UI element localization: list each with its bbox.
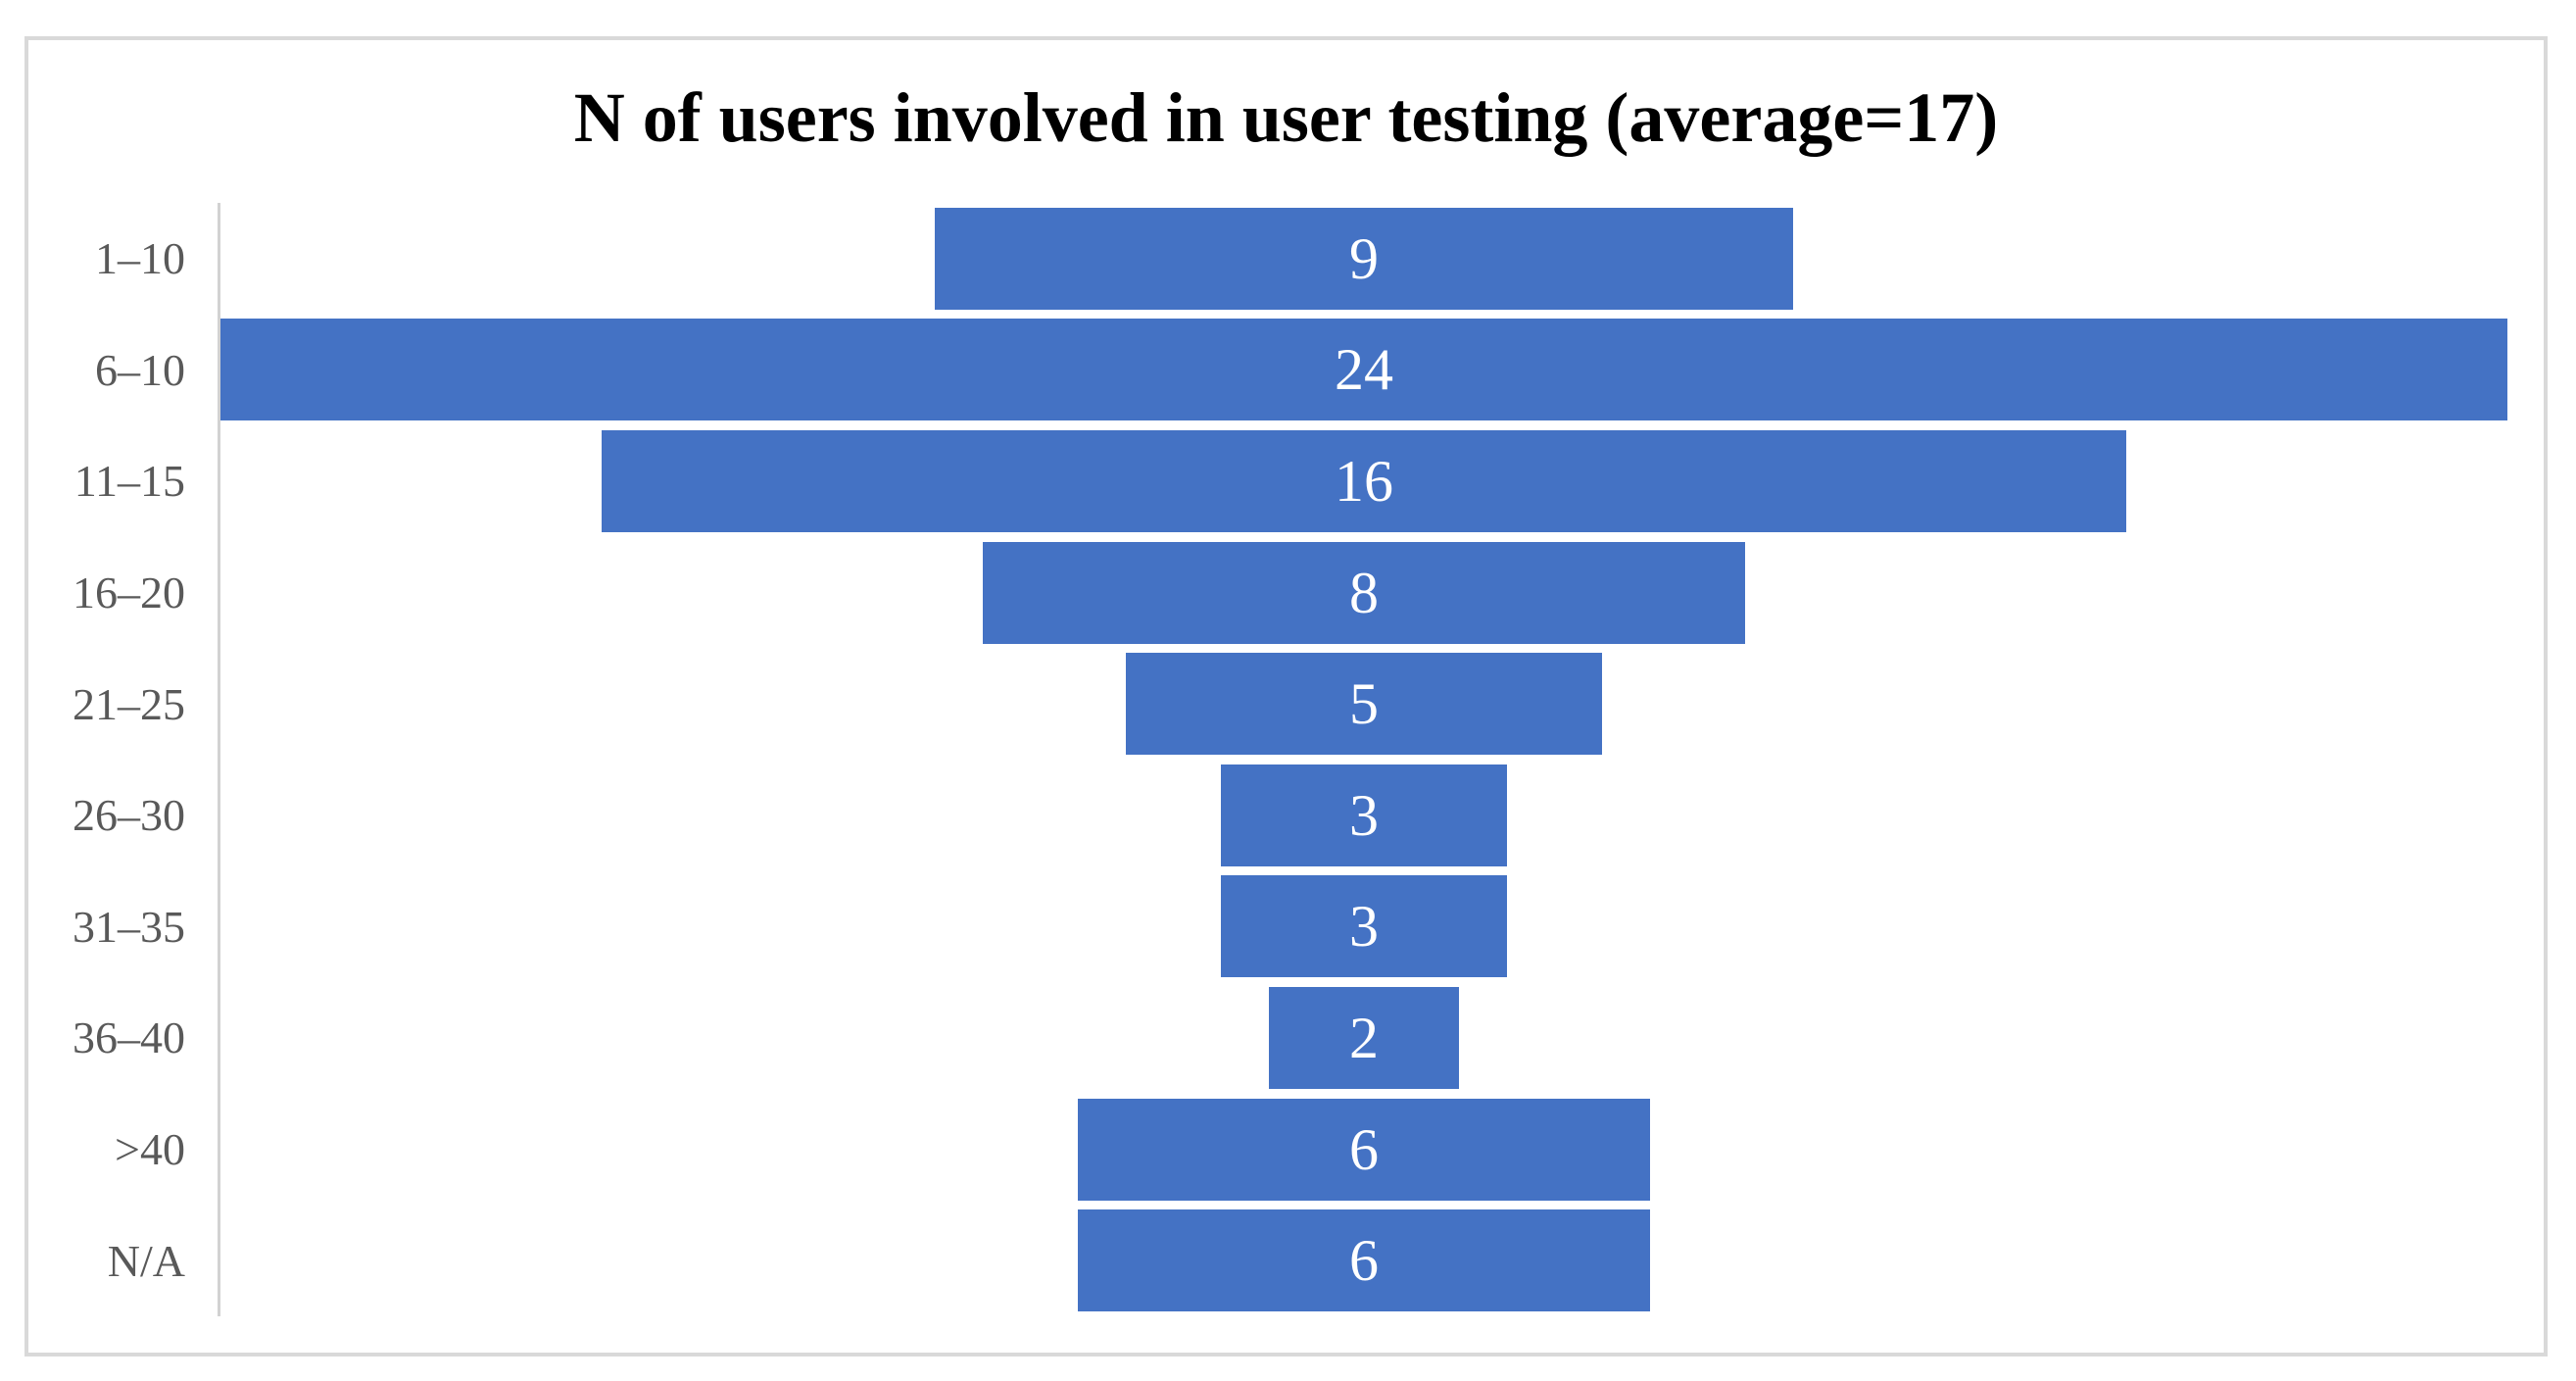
bar-row: 5: [220, 648, 2507, 760]
bar-row: 3: [220, 871, 2507, 983]
bar-value-label: 3: [1349, 894, 1379, 960]
bar: 16: [602, 429, 2126, 532]
bar: 3: [1221, 875, 1507, 978]
bar-row: 2: [220, 982, 2507, 1094]
bar: 2: [1268, 986, 1460, 1089]
bar-value-label: 3: [1349, 782, 1379, 848]
bar-row: 9: [220, 203, 2507, 315]
bar-value-label: 5: [1348, 671, 1379, 737]
category-label: 1–10: [95, 233, 185, 284]
bar: 8: [983, 541, 1745, 644]
chart-title: N of users involved in user testing (ave…: [573, 78, 1999, 157]
bar: 24: [220, 319, 2507, 421]
bar: 6: [1078, 1209, 1650, 1312]
category-label: 11–15: [73, 456, 185, 507]
bar-row: 24: [220, 315, 2507, 426]
plot-area: 9 24 16 8 5 3 3 2: [218, 203, 2507, 1316]
bar-value-label: 8: [1348, 560, 1379, 625]
category-label: 16–20: [73, 567, 185, 618]
category-label: 36–40: [73, 1012, 185, 1063]
bar-value-label: 9: [1349, 225, 1379, 291]
category-axis-labels: 1–10 6–10 11–15 16–20 21–25 26–30 31–35 …: [28, 203, 185, 1316]
bar: 9: [935, 207, 1793, 310]
chart-frame: N of users involved in user testing (ave…: [24, 36, 2548, 1356]
bar-value-label: 6: [1349, 1116, 1379, 1182]
category-label: 21–25: [73, 678, 185, 729]
category-label: 31–35: [73, 901, 185, 952]
bars-container: 9 24 16 8 5 3 3 2: [220, 203, 2507, 1316]
bar-row: 3: [220, 760, 2507, 871]
bar-value-label: 16: [1335, 448, 1393, 514]
bar-value-label: 24: [1335, 337, 1393, 403]
bar-row: 6: [220, 1205, 2507, 1316]
y-axis-line: [218, 203, 220, 1316]
bar-row: 16: [220, 425, 2507, 537]
bar-value-label: 6: [1349, 1228, 1379, 1294]
category-label: >40: [115, 1124, 185, 1175]
bar: 5: [1125, 653, 1603, 756]
bar: 6: [1078, 1098, 1650, 1201]
bar-value-label: 2: [1348, 1005, 1379, 1070]
bar: 3: [1221, 764, 1507, 866]
bar-row: 8: [220, 537, 2507, 649]
bar-row: 6: [220, 1094, 2507, 1206]
category-label: 6–10: [95, 344, 185, 395]
category-label: 26–30: [73, 790, 185, 841]
category-label: N/A: [107, 1235, 185, 1286]
